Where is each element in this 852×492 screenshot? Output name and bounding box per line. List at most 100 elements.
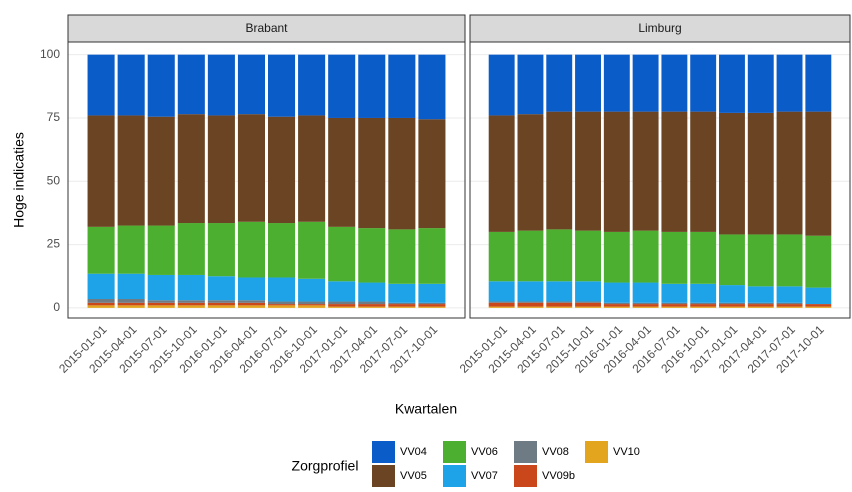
bar-segment <box>546 306 573 308</box>
bar-segment <box>117 115 145 226</box>
bar-segment <box>488 281 515 302</box>
bar-segment <box>87 226 115 274</box>
y-tick-label: 75 <box>47 110 61 124</box>
bar-segment <box>418 283 446 303</box>
legend-label: VV05 <box>400 470 427 482</box>
facet-title: Limburg <box>638 21 681 35</box>
y-tick-label: 25 <box>47 237 61 251</box>
legend-key <box>585 441 608 463</box>
bar-segment <box>575 54 601 112</box>
bar-segment <box>747 112 774 235</box>
bar-segment <box>328 117 356 227</box>
bar-segment <box>488 231 515 282</box>
bar-segment <box>298 54 326 116</box>
bar-segment <box>298 115 326 222</box>
bar-segment <box>207 302 235 306</box>
panel-border <box>469 41 851 319</box>
bar-segment <box>719 302 745 305</box>
bar-segment <box>747 234 774 287</box>
bar-segment <box>147 116 175 226</box>
bar-segment <box>632 304 659 307</box>
bar-segment <box>147 300 175 303</box>
bar-segment <box>237 300 265 303</box>
bar-segment <box>776 286 803 303</box>
bar-segment <box>575 306 601 308</box>
bar-segment <box>388 304 416 307</box>
bar-segment <box>488 301 515 303</box>
bar-segment <box>575 111 601 231</box>
bar-segment <box>575 302 601 307</box>
bar-segment <box>661 111 688 232</box>
strip <box>67 14 466 43</box>
bar-segment <box>805 235 832 288</box>
bar-segment <box>328 281 356 302</box>
bar-segment <box>661 283 688 303</box>
bar-segment <box>690 304 717 307</box>
bar-segment <box>546 302 573 307</box>
bar-segment <box>661 54 688 112</box>
bar-segment <box>632 230 659 283</box>
bar-segment <box>805 54 832 112</box>
bar-segment <box>575 301 601 303</box>
bar-segment <box>177 114 205 224</box>
bar-segment <box>328 306 356 308</box>
bar-segment <box>690 54 717 112</box>
legend-label: VV09b <box>542 470 575 482</box>
bar-segment <box>690 306 717 308</box>
bar-segment <box>117 273 145 300</box>
bar-segment <box>488 115 515 232</box>
bar-segment <box>546 301 573 303</box>
bar-segment <box>87 54 115 116</box>
bar-segment <box>661 304 688 307</box>
bar-segment <box>603 54 630 112</box>
bar-segment <box>603 304 630 307</box>
bar-segment <box>418 228 446 284</box>
legend-key <box>443 441 466 463</box>
y-tick-label: 50 <box>47 173 61 187</box>
bar-segment <box>517 302 544 307</box>
bar-segment <box>603 302 630 305</box>
bar-segment <box>117 305 145 308</box>
bar-segment <box>418 304 446 307</box>
bar-segment <box>177 223 205 275</box>
bar-segment <box>328 226 356 282</box>
bar-segment <box>147 274 175 301</box>
bar-segment <box>358 306 386 308</box>
bar-segment <box>805 287 832 305</box>
bar-segment <box>268 223 296 278</box>
bar-segment <box>517 230 544 282</box>
bar-segment <box>207 276 235 301</box>
bar-segment <box>747 302 774 305</box>
bar-segment <box>690 283 717 303</box>
bar-segment <box>298 301 326 305</box>
bar-segment <box>268 304 296 306</box>
bar-segment <box>358 282 386 302</box>
bar-segment <box>747 304 774 307</box>
bar-segment <box>328 301 356 305</box>
bar-segment <box>719 112 745 235</box>
bar-segment <box>237 277 265 301</box>
bar-segment <box>776 304 803 307</box>
y-tick-label: 100 <box>40 47 60 61</box>
bar-segment <box>776 306 803 308</box>
bar-segment <box>328 304 356 307</box>
bar-segment <box>147 54 175 117</box>
legend-key <box>443 465 466 487</box>
bar-segment <box>388 283 416 303</box>
bar-segment <box>776 111 803 235</box>
bar-segment <box>87 115 115 227</box>
bar-segment <box>268 305 296 308</box>
bar-segment <box>603 231 630 283</box>
bar-segment <box>358 117 386 229</box>
legend-key <box>372 465 395 487</box>
legend-label: VV06 <box>471 446 498 458</box>
bar-segment <box>388 117 416 230</box>
legend-label: VV07 <box>471 470 498 482</box>
bar-segment <box>87 299 115 303</box>
bar-segment <box>719 234 745 286</box>
y-axis-title: Hoge indicaties <box>11 132 27 228</box>
bar-segment <box>603 282 630 303</box>
bar-segment <box>690 231 717 284</box>
bar-segment <box>661 306 688 308</box>
facet-title: Brabant <box>245 21 288 35</box>
